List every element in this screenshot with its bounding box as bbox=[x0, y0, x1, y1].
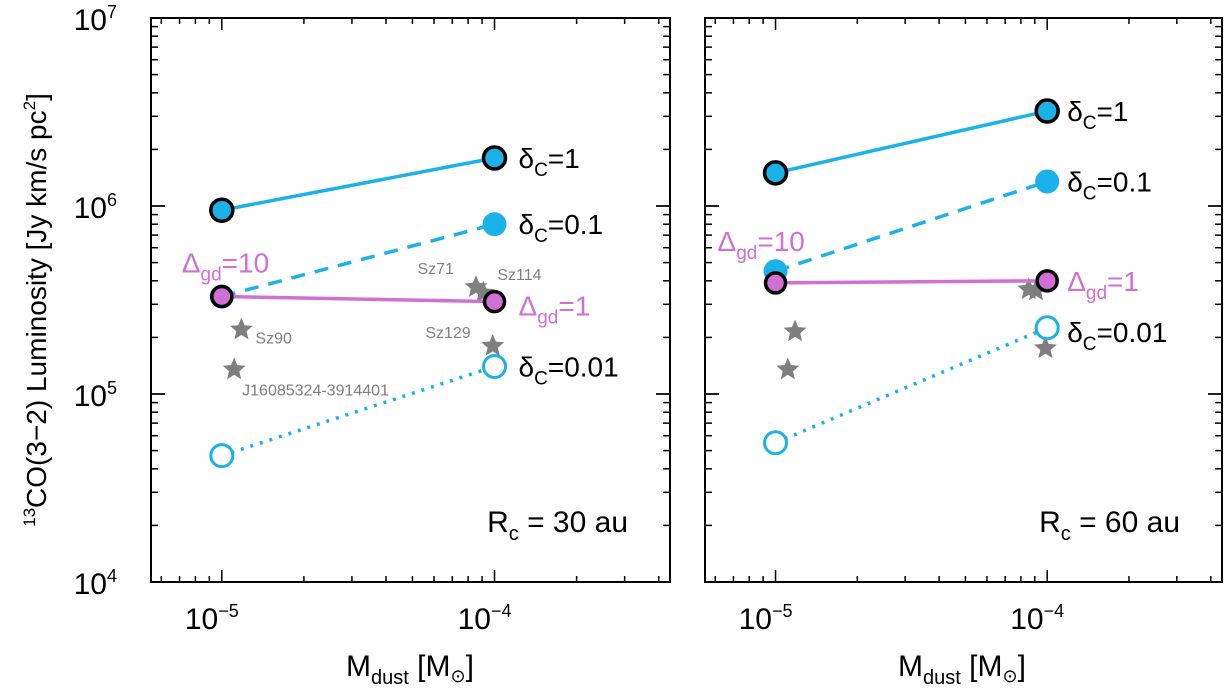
series-point bbox=[762, 160, 789, 186]
series-label: δC=0.1 bbox=[519, 209, 604, 247]
series-line bbox=[774, 326, 1048, 445]
series-label: δC=1 bbox=[1067, 96, 1128, 134]
observed-star bbox=[222, 357, 246, 380]
series-line bbox=[221, 364, 496, 458]
x-tick-label: 10−5 bbox=[739, 601, 793, 636]
x-axis-label-right: Mdust [M⊙] bbox=[898, 650, 1026, 689]
series-point bbox=[482, 212, 507, 237]
observed-star bbox=[776, 357, 800, 380]
observed-star bbox=[230, 317, 253, 340]
y-tick-label: 106 bbox=[74, 190, 117, 225]
y-axis-label-iso: 13 bbox=[20, 508, 39, 527]
y-axis-label-end: ] bbox=[21, 93, 52, 101]
observed-star bbox=[1034, 336, 1057, 358]
y-tick-label: 105 bbox=[74, 378, 117, 413]
observed-label: Sz90 bbox=[255, 331, 292, 348]
axes-left: 10−5 10−4 104 105 106 107 Rc = 30 au Sz90 J16085… bbox=[74, 2, 671, 636]
series-label: Δgd=1 bbox=[519, 291, 591, 329]
x-tick-label: 10−4 bbox=[1010, 601, 1064, 636]
y-tick-label: 107 bbox=[74, 2, 117, 37]
plot-frame bbox=[150, 17, 671, 583]
observed-label: Sz114 bbox=[497, 267, 541, 284]
observed-star bbox=[481, 334, 505, 356]
y-axis-label-main: CO(3−2) Luminosity [Jy km/s pc bbox=[21, 110, 52, 508]
panel-label: Rc = 60 au bbox=[1039, 506, 1180, 545]
y-axis-label-sup: 2 bbox=[20, 101, 39, 110]
series-label: δC=0.01 bbox=[1067, 317, 1167, 355]
observed-label: Sz129 bbox=[425, 325, 470, 342]
series-line bbox=[221, 156, 495, 212]
series-point bbox=[763, 430, 789, 456]
series-point bbox=[1035, 169, 1060, 194]
series-point bbox=[481, 145, 508, 171]
series-point bbox=[1034, 315, 1060, 341]
series-point bbox=[482, 289, 507, 314]
plot-frame bbox=[704, 17, 1223, 583]
series-point bbox=[763, 271, 788, 295]
y-tick-label: 104 bbox=[74, 566, 117, 601]
panel-label: Rc = 30 au bbox=[487, 506, 628, 545]
series-line bbox=[775, 279, 1048, 285]
series-point bbox=[482, 354, 508, 380]
series-line bbox=[775, 109, 1048, 175]
x-tick-label: 10−5 bbox=[185, 601, 239, 636]
observed-label: Sz71 bbox=[417, 261, 454, 278]
series-start-label: Δgd=10 bbox=[718, 226, 805, 264]
observed-label: J16085324-3914401 bbox=[242, 382, 389, 399]
series-point bbox=[210, 284, 234, 309]
series-label: δC=0.1 bbox=[1067, 166, 1152, 204]
series-point bbox=[209, 443, 235, 469]
series-label: δC=1 bbox=[519, 143, 580, 181]
observed-star bbox=[783, 319, 807, 342]
series-point bbox=[1034, 98, 1060, 124]
series-label: Δgd=1 bbox=[1067, 266, 1139, 304]
y-axis-label: 13CO(3−2) Luminosity [Jy km/s pc2] bbox=[20, 93, 52, 527]
observed-star bbox=[1024, 278, 1048, 301]
x-tick-label: 10−4 bbox=[458, 601, 512, 636]
axes-right: 10−5 10−4 Rc = 60 au δC=1 δC=0.1 δC=0.01 Δgd=1… bbox=[704, 17, 1223, 636]
series-label: δC=0.01 bbox=[519, 352, 619, 390]
series-start-label: Δgd=10 bbox=[182, 248, 269, 286]
series-point bbox=[209, 197, 235, 223]
series-line bbox=[221, 294, 495, 304]
x-axis-label-left: Mdust [M⊙] bbox=[346, 650, 474, 689]
series-point bbox=[1035, 269, 1059, 293]
series-line bbox=[774, 179, 1048, 273]
